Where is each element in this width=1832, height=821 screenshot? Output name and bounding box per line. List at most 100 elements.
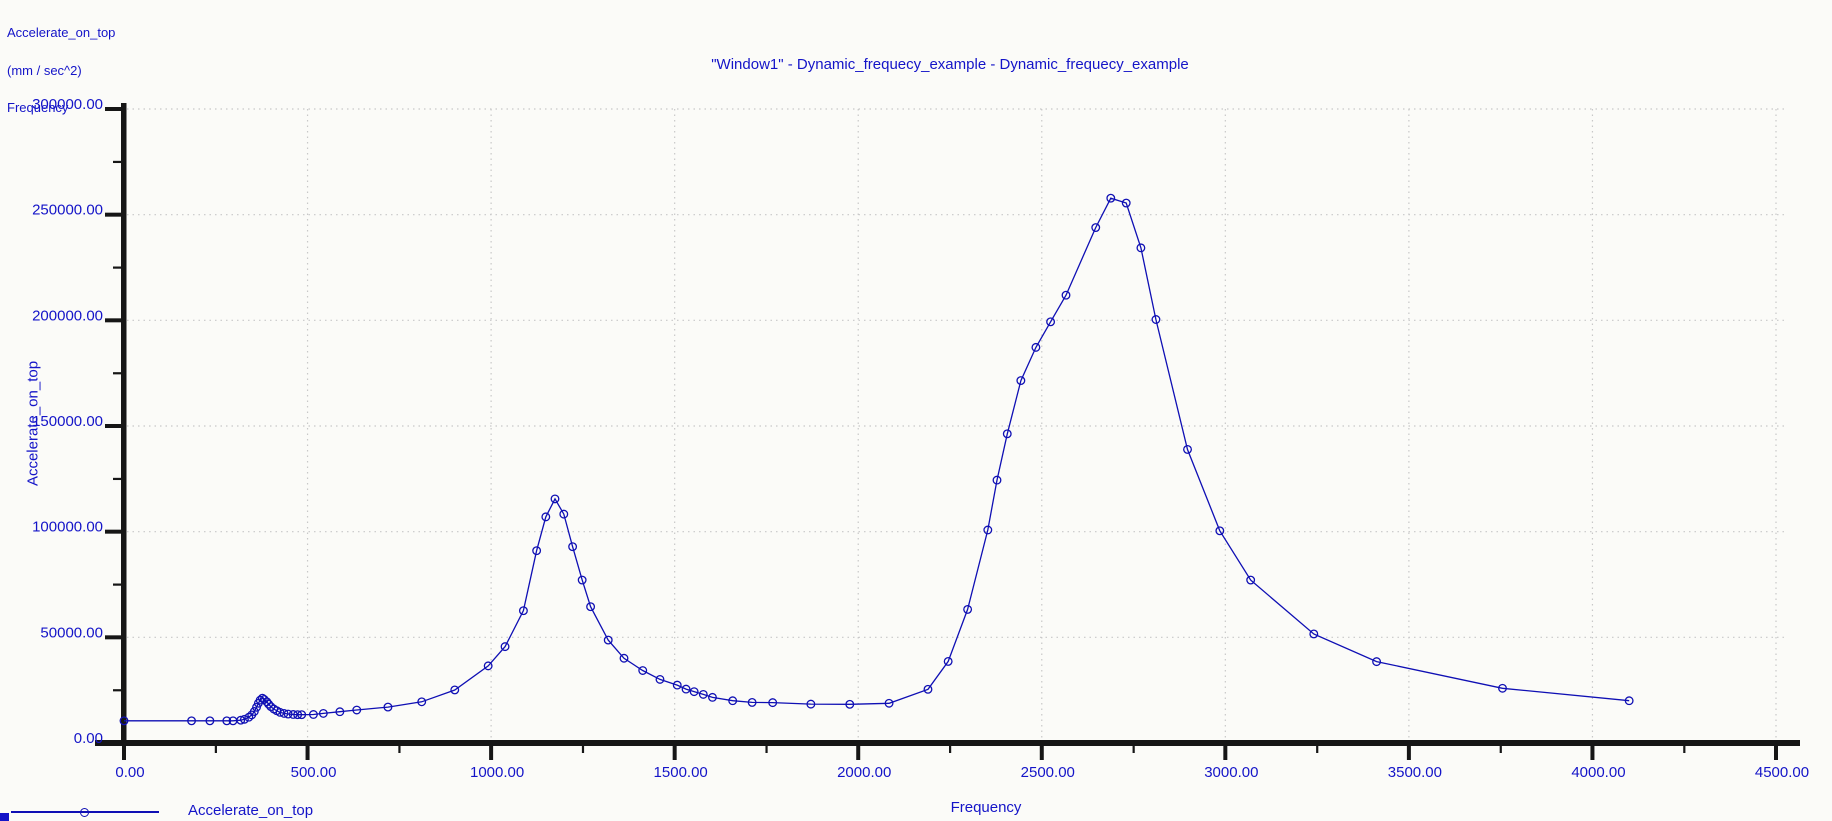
y-axis-minor-tick [113, 689, 121, 692]
x-axis-major-tick [1406, 746, 1411, 760]
data-point-marker [308, 710, 318, 719]
data-point-marker [205, 716, 215, 726]
x-axis-minor-tick [214, 746, 217, 753]
x-axis-tick-label: 4000.00 [1571, 764, 1625, 781]
data-point-marker [923, 684, 933, 694]
x-axis-major-tick [305, 746, 310, 760]
data-point-marker [450, 685, 460, 695]
data-point-marker [559, 509, 569, 519]
x-axis-minor-tick [765, 746, 768, 753]
y-axis-major-tick [105, 741, 121, 745]
series-line [124, 197, 1630, 722]
data-point-marker [252, 702, 261, 712]
legend-series-label[interactable]: Accelerate_on_top [188, 802, 314, 819]
data-point-marker [318, 708, 328, 718]
data-point-marker [603, 635, 613, 645]
data-point-marker [1246, 575, 1256, 585]
x-axis-tick-label: 3500.00 [1388, 764, 1442, 781]
data-point-marker [1061, 290, 1071, 300]
y-axis-tick-label: 200000.00 [32, 307, 103, 324]
data-point-marker [255, 695, 265, 705]
data-point-marker [884, 698, 894, 708]
x-axis-major-tick [672, 746, 677, 760]
y-axis-tick-label: 300000.00 [32, 96, 103, 113]
x-axis-major-tick [1039, 746, 1044, 760]
data-point-marker [577, 575, 587, 585]
window-corner-marker [0, 813, 9, 821]
x-axis-tick-label: 1000.00 [470, 764, 524, 781]
y-axis-tick-label: 50000.00 [40, 624, 103, 641]
data-point-marker [708, 692, 717, 702]
x-axis-major-tick [122, 746, 126, 760]
data-point-marker [1372, 657, 1382, 667]
data-point-marker [1183, 445, 1192, 454]
chart-title: "Window1" - Dynamic_frequecy_example - D… [711, 56, 1189, 73]
probe-info-units: (mm / sec^2) [7, 62, 82, 78]
data-point-marker [963, 604, 973, 614]
probe-info-domain: Frequency [7, 100, 69, 115]
y-axis-line [121, 103, 127, 746]
x-axis-minor-tick [1499, 746, 1502, 753]
data-point-marker [297, 710, 307, 720]
data-point-marker [983, 525, 993, 535]
data-point-marker [1106, 193, 1116, 203]
y-axis-minor-tick [113, 477, 121, 481]
data-point-marker [288, 710, 298, 719]
data-point-marker [672, 680, 682, 690]
x-axis-tick-label: 4500.00 [1755, 764, 1809, 781]
data-point-marker [483, 661, 493, 671]
y-axis-minor-tick [113, 266, 121, 269]
data-point-marker [275, 707, 285, 717]
legend-marker-icon [80, 808, 89, 817]
x-axis-tick-label: 2000.00 [837, 764, 891, 781]
data-point-marker [259, 695, 269, 704]
data-point-marker [518, 606, 528, 616]
x-axis-tick-label: 500.00 [291, 764, 337, 781]
data-point-marker [992, 475, 1002, 485]
data-point-marker [279, 708, 289, 718]
data-point-marker [943, 656, 953, 666]
data-point-marker [1121, 198, 1131, 208]
data-point-marker [638, 666, 648, 675]
y-axis-major-tick [105, 424, 121, 428]
y-axis-major-tick [105, 318, 121, 323]
data-point-marker [768, 698, 778, 708]
data-point-marker [187, 716, 196, 726]
data-point-marker [236, 715, 246, 725]
data-point-marker [550, 494, 560, 504]
data-point-marker [541, 512, 551, 522]
data-point-marker [417, 697, 427, 707]
y-axis-tick-label: 150000.00 [32, 413, 103, 430]
data-point-marker [728, 696, 738, 706]
data-point-marker [619, 653, 629, 663]
data-point-marker [1151, 315, 1161, 324]
data-point-marker [568, 542, 578, 552]
x-axis-line [95, 740, 1800, 746]
data-point-marker [264, 699, 274, 709]
probe-info-channel: Accelerate_on_top [7, 25, 116, 40]
data-point-marker [283, 709, 293, 719]
data-point-marker [249, 707, 259, 716]
y-axis-tick-label: 0.00 [74, 730, 103, 747]
data-point-marker [1624, 696, 1634, 706]
data-point-marker [1002, 429, 1012, 439]
x-axis-minor-tick [1132, 746, 1135, 753]
x-axis-major-tick [489, 746, 494, 760]
x-axis-tick-label: 1500.00 [654, 764, 708, 781]
x-axis-minor-tick [1316, 746, 1319, 753]
x-axis-major-tick [856, 746, 861, 760]
x-axis-minor-tick [398, 746, 401, 753]
data-point-marker [1091, 223, 1101, 233]
y-axis-minor-tick [113, 372, 121, 375]
data-point-marker [1136, 243, 1146, 253]
data-point-marker [293, 710, 303, 720]
data-point-marker [586, 602, 596, 612]
data-point-marker [1215, 526, 1225, 536]
y-axis-major-tick [105, 529, 121, 534]
x-axis-major-tick [1774, 746, 1778, 760]
x-axis-tick-label: 0.00 [115, 764, 144, 781]
data-point-marker [806, 699, 816, 709]
data-point-marker [500, 642, 510, 652]
